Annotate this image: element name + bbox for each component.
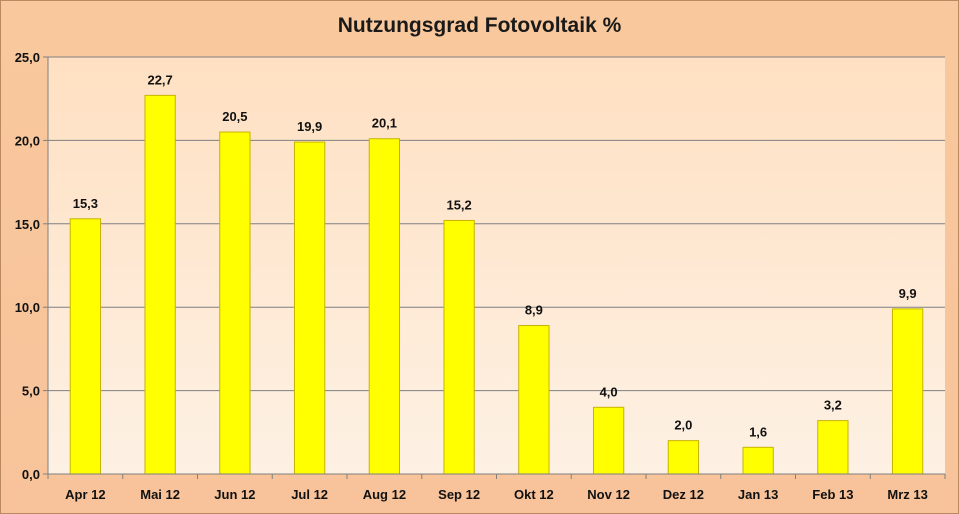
data-label: 4,0 [600,384,618,399]
bar [144,94,176,475]
y-tick-label: 10,0 [15,300,40,315]
bar [592,406,625,475]
x-tick-label: Aug 12 [363,487,406,502]
data-label: 15,3 [73,196,98,211]
data-label: 22,7 [147,72,172,87]
x-tick-label: Dez 12 [663,487,704,502]
bar [891,308,924,475]
x-tick-label: Okt 12 [514,487,554,502]
y-tick-label: 5,0 [22,384,40,399]
x-tick-label: Feb 13 [812,487,853,502]
bar [368,138,401,475]
bar [293,141,326,475]
chart-title: Nutzungsgrad Fotovoltaik % [337,14,622,37]
data-label: 15,2 [446,197,471,212]
y-tick-label: 20,0 [15,133,40,148]
data-label: 20,1 [372,116,397,131]
x-tick-label: Jan 13 [738,487,778,502]
x-tick-label: Mai 12 [140,487,180,502]
bar [667,440,700,475]
x-tick-label: Nov 12 [587,487,630,502]
bar [69,218,102,475]
data-labels: 15,3 22,7 20,5 19,9 20,1 15,2 8,9 4,0 2,0 1,6 3,2 9… [73,72,917,439]
plot-area [48,57,945,474]
x-tick-label: Sep 12 [438,487,480,502]
x-tick-label: Mrz 13 [887,487,927,502]
data-label: 9,9 [899,286,917,301]
y-tick-label: 15,0 [15,217,40,232]
data-label: 8,9 [525,303,543,318]
bar [219,131,251,475]
x-tick-label: Jul 12 [291,487,328,502]
y-tick-label: 25,0 [15,50,40,65]
data-label: 3,2 [824,398,842,413]
x-tick-label: Jun 12 [214,487,255,502]
data-label: 19,9 [297,119,322,134]
data-label: 1,6 [749,424,767,439]
gridlines [48,56,945,392]
data-label: 20,5 [222,109,247,124]
data-label: 2,0 [674,418,692,433]
bar [443,219,475,475]
bars [69,94,924,475]
y-tick-label: 0,0 [22,467,40,482]
bar [518,325,550,475]
bar [817,420,849,475]
axes: 0,0 5,0 10,0 15,0 20,0 25,0 Apr 12 Mai 12 Jun 12… [15,50,946,502]
bar [742,446,774,475]
x-tick-label: Apr 12 [65,487,105,502]
